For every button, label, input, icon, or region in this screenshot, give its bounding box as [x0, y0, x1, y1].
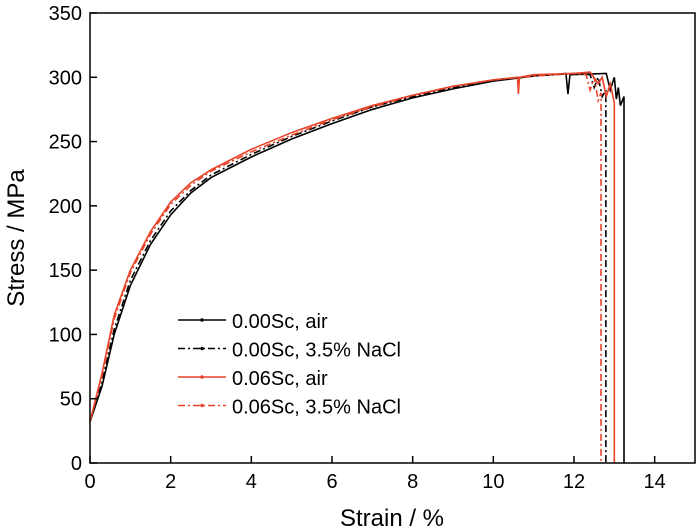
x-tick-label: 10	[482, 471, 504, 493]
y-tick-label: 250	[49, 132, 82, 154]
y-tick-label: 200	[49, 196, 82, 218]
y-tick-label: 100	[49, 324, 82, 346]
series-lines	[89, 71, 625, 463]
y-tick-label: 150	[49, 260, 82, 282]
legend-label: 0.06Sc, 3.5% NaCl	[232, 397, 401, 419]
plot-frame	[89, 12, 696, 464]
x-tick-label: 14	[644, 471, 666, 493]
x-axis-label: Strain / %	[340, 505, 444, 532]
legend-label: 0.06Sc, air	[232, 368, 328, 390]
x-tick-label: 12	[563, 471, 585, 493]
x-tick-label: 6	[326, 471, 337, 493]
legend-marker	[200, 403, 204, 408]
series-line-3	[89, 72, 602, 463]
x-tick-label: 8	[407, 471, 418, 493]
x-tick-label: 2	[165, 471, 176, 493]
series-line-0	[89, 72, 625, 463]
legend: 0.00Sc, air 0.00Sc, 3.5% NaCl 0.06Sc, air 0…	[178, 311, 401, 419]
x-tick-label: 4	[246, 471, 257, 493]
y-tick-label: 300	[49, 67, 82, 89]
legend-marker	[200, 375, 204, 379]
axis-ticks: 0 2 4 6 8 10 12 14 0 50 100 150 200 250 300 350	[49, 3, 666, 493]
x-tick-label: 0	[84, 471, 95, 493]
series-line-1	[89, 72, 607, 463]
legend-label: 0.00Sc, air	[232, 311, 328, 333]
y-tick-label: 50	[60, 389, 82, 411]
series-line-2	[89, 71, 616, 463]
legend-marker	[200, 346, 204, 351]
y-axis-label: Stress / MPa	[3, 169, 30, 307]
legend-marker	[200, 318, 204, 322]
y-tick-label: 0	[71, 453, 82, 475]
legend-label: 0.00Sc, 3.5% NaCl	[232, 340, 401, 362]
y-tick-label: 350	[49, 3, 82, 25]
